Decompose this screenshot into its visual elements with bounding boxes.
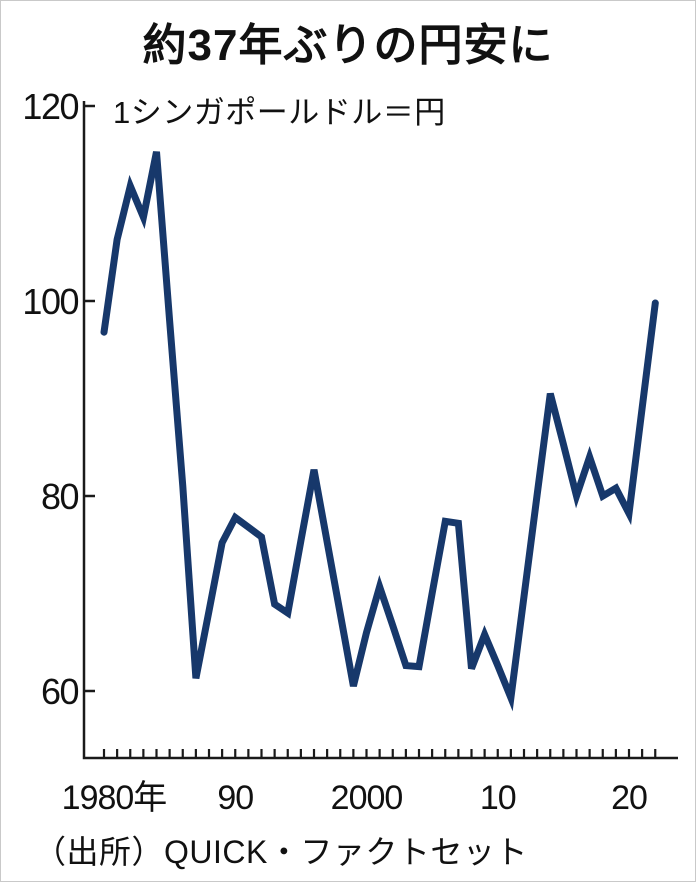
sgd-jpy-series-line <box>100 151 659 712</box>
y-tick-label: 60 <box>41 671 79 712</box>
source-note: （出所）QUICK・ファクトセット <box>34 834 528 870</box>
x-tick-label: 90 <box>217 779 253 817</box>
y-tick-label: 120 <box>22 86 78 127</box>
series-unit-label: 1シンガポールドル＝円 <box>113 95 446 130</box>
x-tick-label: 1980年 <box>62 779 167 817</box>
x-tick-label: 10 <box>480 779 516 817</box>
x-tick-label: 2000 <box>331 779 403 817</box>
y-tick-label: 100 <box>22 281 78 322</box>
y-tick-label: 80 <box>41 476 79 517</box>
axes <box>82 101 678 760</box>
x-tick-label: 20 <box>611 779 647 817</box>
chart-title: 約37年ぶりの円安に <box>142 21 554 70</box>
